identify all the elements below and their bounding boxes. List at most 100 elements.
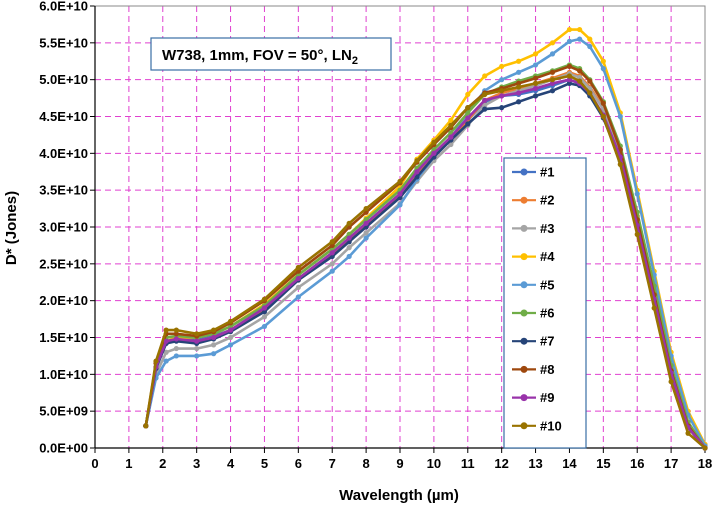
data-point: [577, 26, 583, 33]
data-point: [397, 178, 403, 184]
data-point: [516, 58, 522, 64]
data-point: [211, 334, 217, 341]
annotation-subscript: 2: [352, 55, 358, 67]
x-tick-label: 16: [630, 456, 644, 471]
x-tick-label: 11: [461, 456, 475, 471]
data-point: [549, 69, 556, 75]
x-tick-label: 10: [427, 456, 441, 471]
data-point: [448, 122, 454, 128]
data-point: [194, 331, 200, 337]
data-point: [532, 51, 539, 57]
data-point: [329, 250, 335, 256]
data-point: [465, 105, 471, 111]
data-point: [482, 73, 488, 79]
data-point: [516, 84, 522, 90]
legend-label: #1: [540, 165, 554, 180]
data-point: [549, 88, 556, 94]
data-point: [499, 77, 505, 83]
data-point: [431, 139, 437, 145]
data-point: [532, 62, 539, 68]
y-axis-title: D* (Jones): [3, 191, 20, 265]
x-axis-title: Wavelength (µm): [339, 487, 459, 504]
legend-item: #5: [512, 277, 554, 292]
data-point: [482, 102, 488, 109]
data-point: [566, 26, 573, 33]
legend-label: #10: [540, 418, 562, 433]
data-point: [516, 90, 522, 96]
data-point: [549, 51, 556, 57]
data-point: [346, 220, 352, 226]
y-tick-label: 5.5E+10: [39, 35, 88, 50]
data-point: [600, 100, 606, 106]
data-point: [346, 253, 352, 260]
series-line: [144, 82, 707, 449]
data-point: [549, 77, 556, 83]
data-point: [363, 220, 369, 226]
data-point: [587, 36, 593, 42]
legend-label: #7: [540, 334, 554, 349]
data-point: [295, 284, 301, 291]
data-point: [499, 88, 505, 94]
data-point: [499, 105, 505, 111]
series-5: [143, 36, 708, 449]
legend-swatch-marker: [520, 224, 528, 232]
data-point: [499, 63, 505, 70]
data-point: [261, 323, 268, 330]
data-point: [532, 93, 539, 99]
y-tick-label: 5.0E+09: [39, 404, 88, 419]
data-point: [566, 80, 573, 86]
x-tick-label: 4: [227, 456, 235, 471]
legend-label: #4: [540, 249, 555, 264]
x-tick-label: 5: [261, 456, 268, 471]
data-point: [295, 275, 301, 282]
y-tick-label: 3.0E+10: [39, 220, 88, 235]
data-point: [516, 69, 522, 75]
data-point: [211, 351, 217, 357]
series-line: [144, 37, 707, 447]
grid: [95, 5, 706, 448]
data-point: [600, 66, 606, 72]
y-tick-label: 2.0E+10: [39, 293, 88, 308]
legend-item: #2: [512, 193, 554, 208]
data-point: [577, 68, 583, 74]
x-tick-label: 1: [125, 456, 132, 471]
data-point: [600, 113, 606, 120]
data-point: [363, 205, 369, 212]
legend-swatch-marker: [520, 365, 528, 373]
data-point: [702, 445, 708, 451]
series-4: [143, 26, 708, 447]
data-point: [397, 191, 403, 197]
data-point: [566, 77, 573, 83]
data-point: [173, 336, 179, 342]
data-point: [194, 353, 200, 359]
legend-label: #6: [540, 306, 554, 321]
data-point: [414, 169, 420, 175]
data-point: [634, 231, 640, 237]
legend-item: #8: [512, 362, 554, 377]
x-tick-label: 14: [562, 456, 577, 471]
legend-item: #3: [512, 221, 554, 236]
data-point: [153, 358, 159, 364]
data-point: [516, 99, 522, 105]
data-point: [577, 78, 583, 84]
data-point: [685, 430, 691, 436]
y-tick-label: 6.0E+10: [39, 0, 88, 14]
y-tick-label: 4.5E+10: [39, 109, 88, 124]
y-tick-label: 2.5E+10: [39, 256, 88, 271]
data-point: [566, 73, 573, 79]
annotation-box: W738, 1mm, FOV = 50°, LN2: [150, 37, 392, 71]
data-point: [617, 161, 623, 167]
data-point: [465, 121, 471, 127]
data-point: [346, 245, 352, 251]
data-point: [482, 97, 488, 103]
y-tick-label: 1.0E+10: [39, 367, 88, 382]
data-point: [173, 327, 179, 333]
legend-swatch-marker: [520, 309, 528, 317]
data-point: [163, 349, 169, 355]
data-point: [532, 80, 539, 86]
legend-swatch-marker: [520, 422, 528, 430]
legend-item: #4: [512, 249, 555, 264]
x-tick-label: 8: [362, 456, 369, 471]
series-line: [144, 28, 707, 445]
